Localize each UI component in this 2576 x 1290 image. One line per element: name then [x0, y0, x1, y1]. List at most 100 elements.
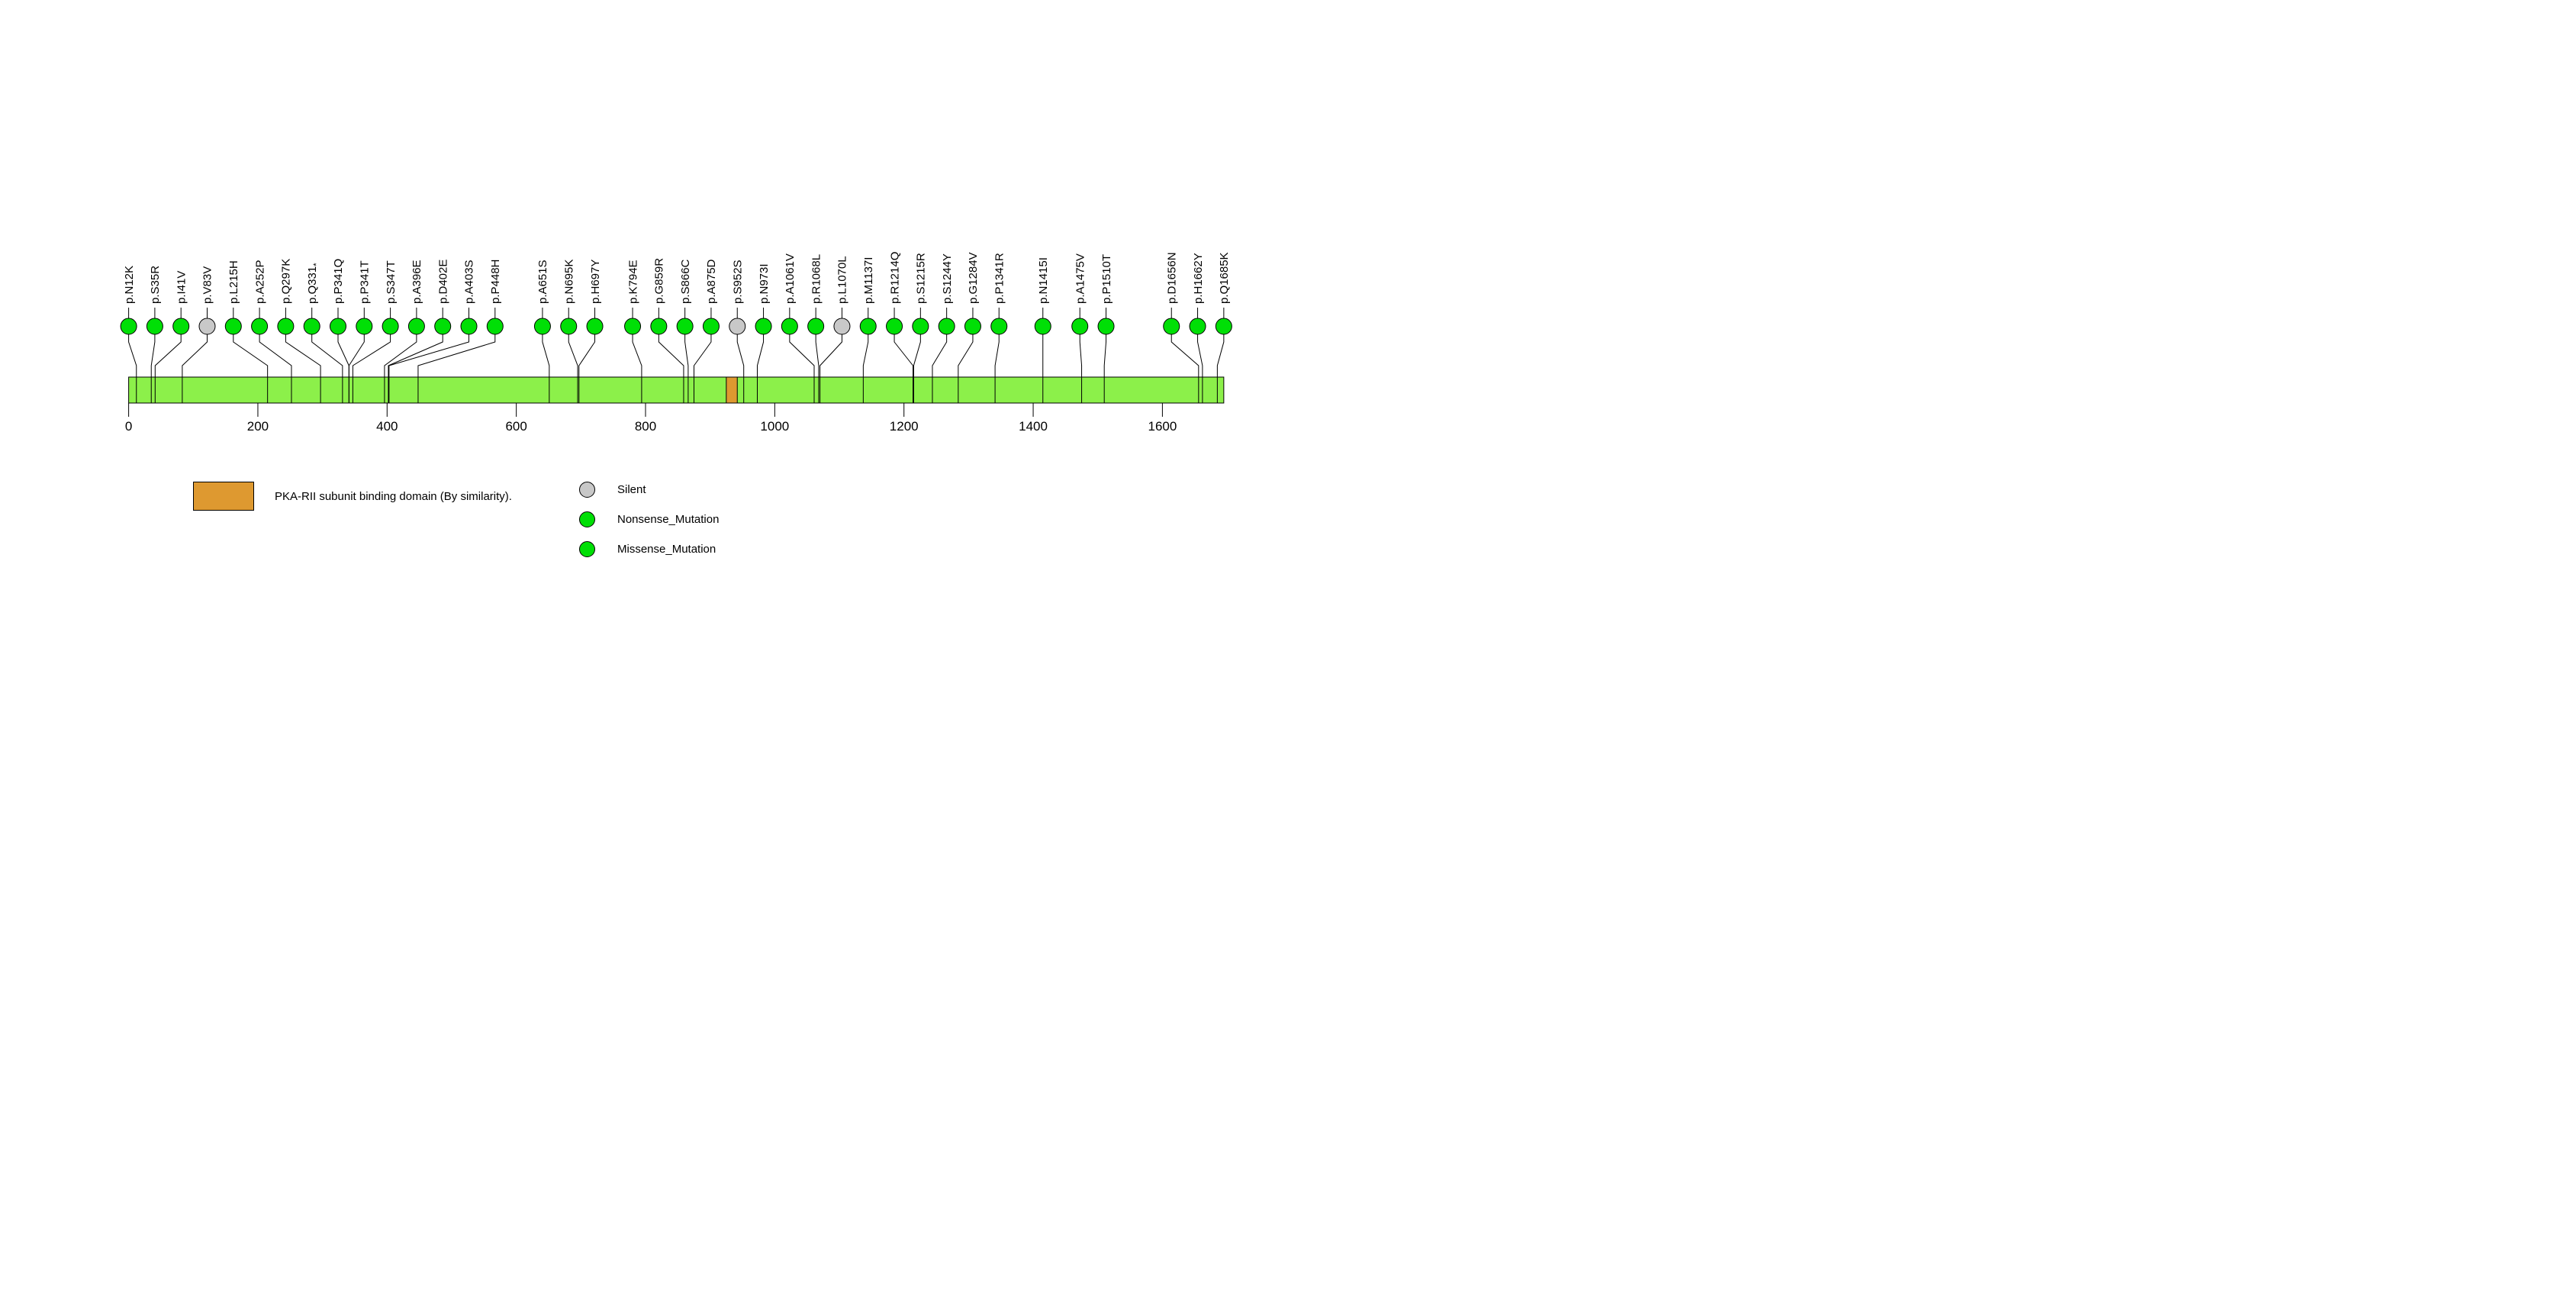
connector-line [154, 334, 182, 377]
mutation-marker [650, 318, 668, 335]
axis-tick-label: 600 [505, 419, 526, 434]
connector-line [578, 334, 596, 377]
mutation-marker [1071, 318, 1089, 335]
axis-tick-label: 1000 [760, 419, 789, 434]
mutation-label: p.D1656N [1165, 252, 1178, 304]
mutation-marker [460, 318, 478, 335]
mutation-marker [729, 318, 746, 335]
mutation-label: p.H1662Y [1192, 253, 1205, 304]
connector-line [1170, 334, 1199, 377]
mutation-marker [329, 318, 346, 335]
mutation-marker [859, 318, 877, 335]
mutation-label: p.R1068L [810, 254, 823, 304]
mutation-label: p.A396E [411, 260, 423, 304]
connector-line [384, 334, 417, 377]
axis-tick-label: 1600 [1148, 419, 1177, 434]
mutation-label: p.H697Y [589, 260, 602, 304]
mutation-label: p.N1415I [1037, 257, 1050, 304]
connector-line [736, 334, 745, 377]
mutation-label: p.Q297K [280, 259, 293, 304]
connector-line [568, 334, 578, 377]
connector-line [958, 334, 974, 377]
mutation-marker [1034, 318, 1051, 335]
mutation-marker [486, 318, 504, 335]
mutation-label: p.A1061V [784, 253, 797, 304]
mutation-marker [990, 318, 1008, 335]
mutation-marker [224, 318, 242, 335]
mutation-marker [781, 318, 798, 335]
mutation-marker [586, 318, 604, 335]
mutation-label: p.V83V [201, 266, 214, 304]
connector-line [259, 334, 292, 377]
connector-line [819, 334, 842, 377]
mutation-label: p.N695K [562, 260, 575, 304]
legend-label-silent: Silent [617, 483, 646, 496]
mutation-marker [938, 318, 955, 335]
mutation-marker [356, 318, 373, 335]
mutation-marker [120, 318, 137, 335]
connector-line [311, 334, 343, 377]
mutation-label: p.A403S [463, 260, 476, 304]
connector-line [417, 334, 496, 377]
legend-label-missense: Missense_Mutation [617, 543, 716, 556]
mutation-label: p.P1341R [993, 253, 1006, 304]
axis-tick-label: 1400 [1019, 419, 1048, 434]
connector-line [150, 334, 156, 377]
legend-dot-missense [579, 541, 595, 557]
mutation-marker [198, 318, 216, 335]
mutation-label: p.N12K [123, 266, 136, 304]
mutation-marker [1163, 318, 1180, 335]
mutation-marker [251, 318, 269, 335]
mutation-label: p.S35R [149, 266, 162, 304]
mutation-label: p.P341Q [332, 259, 345, 304]
domain-rect [726, 376, 738, 404]
mutation-label: p.G1284V [967, 252, 980, 304]
mutation-label: p.A252P [253, 260, 266, 304]
mutation-marker [624, 318, 642, 335]
connector-line [285, 334, 321, 377]
mutation-marker [533, 318, 551, 335]
mutation-label: p.L1070L [836, 256, 849, 304]
mutation-label: p.I41V [175, 271, 188, 304]
mutation-label: p.P448H [489, 260, 502, 304]
mutation-label: p.G859R [653, 258, 666, 304]
mutation-lollipop-svg: 0 200 400 600 800 1000 1200 1400 1600 p.N12K p.S35… [120, 252, 1232, 434]
mutation-marker [1189, 318, 1206, 335]
connector-line [352, 334, 391, 377]
legend-dot-nonsense [579, 511, 595, 527]
mutation-marker [146, 318, 163, 335]
mutation-label: p.D402E [436, 260, 449, 304]
mutation-label: p.P1510T [1100, 254, 1113, 304]
connector-line [348, 334, 365, 377]
mutation-label: p.S1244Y [941, 253, 954, 304]
connector-line [1216, 334, 1225, 377]
mutation-marker [964, 318, 981, 335]
connector-line [894, 334, 914, 377]
mutation-marker [303, 318, 320, 335]
mutation-label: p.S866C [679, 259, 692, 304]
mutation-marker [172, 318, 190, 335]
mutation-label: p.A651S [536, 260, 549, 304]
gene-bar [128, 376, 1225, 404]
mutation-marker [407, 318, 425, 335]
mutation-label: p.Q1685K [1218, 252, 1231, 304]
mutation-marker [382, 318, 399, 335]
axis-tick-label: 800 [635, 419, 656, 434]
mutation-marker [833, 318, 851, 335]
mutation-label: p.S952S [731, 260, 744, 304]
mutation-marker [702, 318, 720, 335]
connector-line [128, 334, 137, 377]
connector-line [388, 334, 469, 377]
mutation-marker [886, 318, 903, 335]
mutation-label: p.N973I [758, 263, 771, 304]
mutation-marker [807, 318, 825, 335]
connector-line [932, 334, 948, 377]
mutation-label: p.A1475V [1074, 253, 1087, 304]
mutation-type-legend: Silent Nonsense_Mutation Missense_Mutati… [579, 482, 719, 571]
connector-line [337, 334, 349, 377]
mutation-label: p.S347T [385, 260, 398, 304]
mutation-label: p.L215H [227, 260, 240, 304]
connector-line [1079, 334, 1083, 377]
mutation-label: p.M1137I [862, 257, 875, 304]
axis-tick-label: 200 [247, 419, 269, 434]
